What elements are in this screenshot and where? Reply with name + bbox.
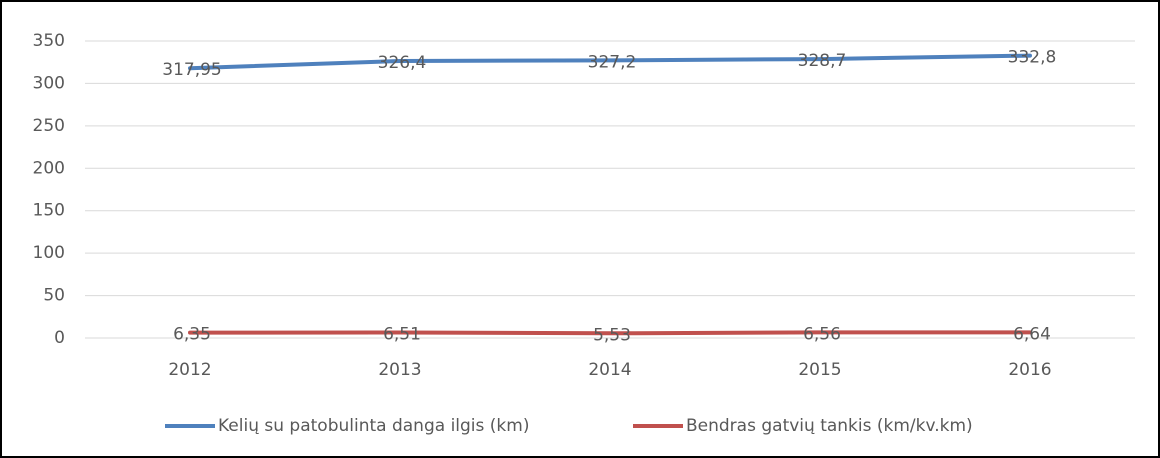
y-tick-label: 150 bbox=[33, 201, 65, 221]
y-tick-label: 50 bbox=[43, 286, 65, 306]
data-label: 332,8 bbox=[1008, 48, 1057, 68]
x-tick-label: 2012 bbox=[168, 360, 211, 380]
y-tick-label: 200 bbox=[33, 158, 65, 178]
y-tick-label: 250 bbox=[33, 116, 65, 136]
y-tick-label: 0 bbox=[54, 328, 65, 348]
x-tick-label: 2016 bbox=[1008, 360, 1051, 380]
data-label: 5,53 bbox=[593, 325, 631, 345]
series-line bbox=[188, 53, 1032, 71]
y-tick-label: 300 bbox=[33, 73, 65, 93]
data-label: 6,51 bbox=[383, 324, 421, 344]
legend-label: Kelių su patobulinta danga ilgis (km) bbox=[218, 416, 529, 436]
x-tick-label: 2014 bbox=[588, 360, 631, 380]
data-label: 6,56 bbox=[803, 324, 841, 344]
data-label: 326,4 bbox=[378, 53, 427, 73]
data-label: 6,35 bbox=[173, 325, 211, 345]
series-line bbox=[188, 330, 1032, 336]
legend-label: Bendras gatvių tankis (km/kv.km) bbox=[686, 416, 973, 436]
data-label: 317,95 bbox=[162, 60, 221, 80]
x-tick-label: 2013 bbox=[378, 360, 421, 380]
x-tick-label: 2015 bbox=[798, 360, 841, 380]
y-tick-label: 350 bbox=[33, 31, 65, 51]
data-label: 327,2 bbox=[588, 52, 637, 72]
y-tick-label: 100 bbox=[33, 243, 65, 263]
data-label: 6,64 bbox=[1013, 324, 1051, 344]
data-label: 328,7 bbox=[798, 51, 847, 71]
